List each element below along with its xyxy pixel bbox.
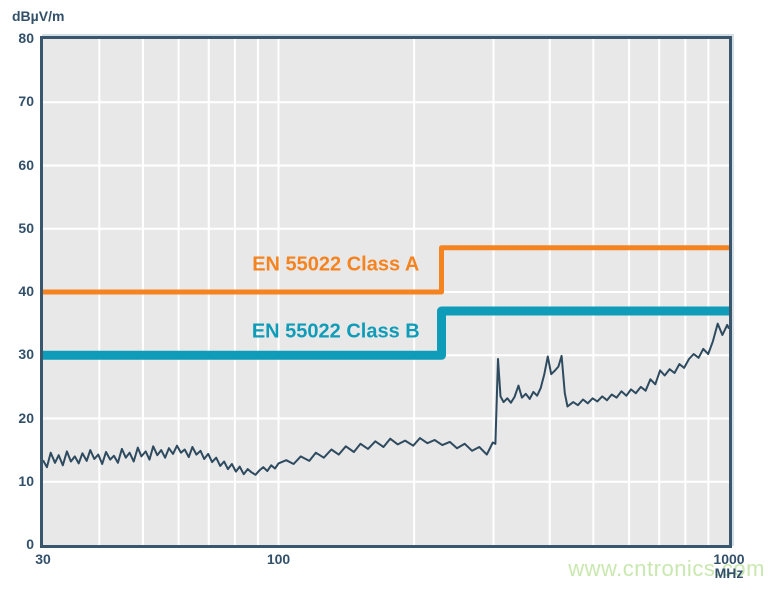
y-tick-label: 30 — [18, 346, 34, 363]
y-tick-label: 70 — [18, 93, 34, 110]
y-tick-label: 40 — [18, 283, 34, 299]
series-en-55022-class-b — [43, 306, 729, 360]
x-axis-unit-label: MHz — [714, 565, 744, 581]
watermark: www.cntronics.com — [568, 556, 765, 581]
limit-label-en-55022-class-a: EN 55022 Class A — [252, 253, 420, 276]
y-tick-label: 60 — [18, 156, 34, 173]
y-axis-unit-label: dBµV/m — [12, 8, 65, 24]
y-tick-label: 80 — [18, 30, 34, 46]
limit-label-en-55022-class-b: EN 55022 Class B — [251, 320, 420, 343]
plot-area: EN 55022 Class A EN 55022 Class B — [40, 36, 732, 548]
y-tick-label: 10 — [18, 472, 34, 489]
plot-canvas — [43, 39, 729, 545]
y-tick-label: 50 — [18, 219, 34, 236]
y-tick-label: 20 — [18, 409, 34, 426]
series-radiated-emission-measurement — [43, 322, 729, 476]
x-tick-label: 100 — [266, 551, 291, 567]
x-tick-label: 1000 — [713, 551, 745, 567]
series-en-55022-class-a — [43, 245, 729, 295]
y-tick-label: 0 — [26, 536, 34, 552]
x-tick-label: 30 — [35, 551, 51, 567]
